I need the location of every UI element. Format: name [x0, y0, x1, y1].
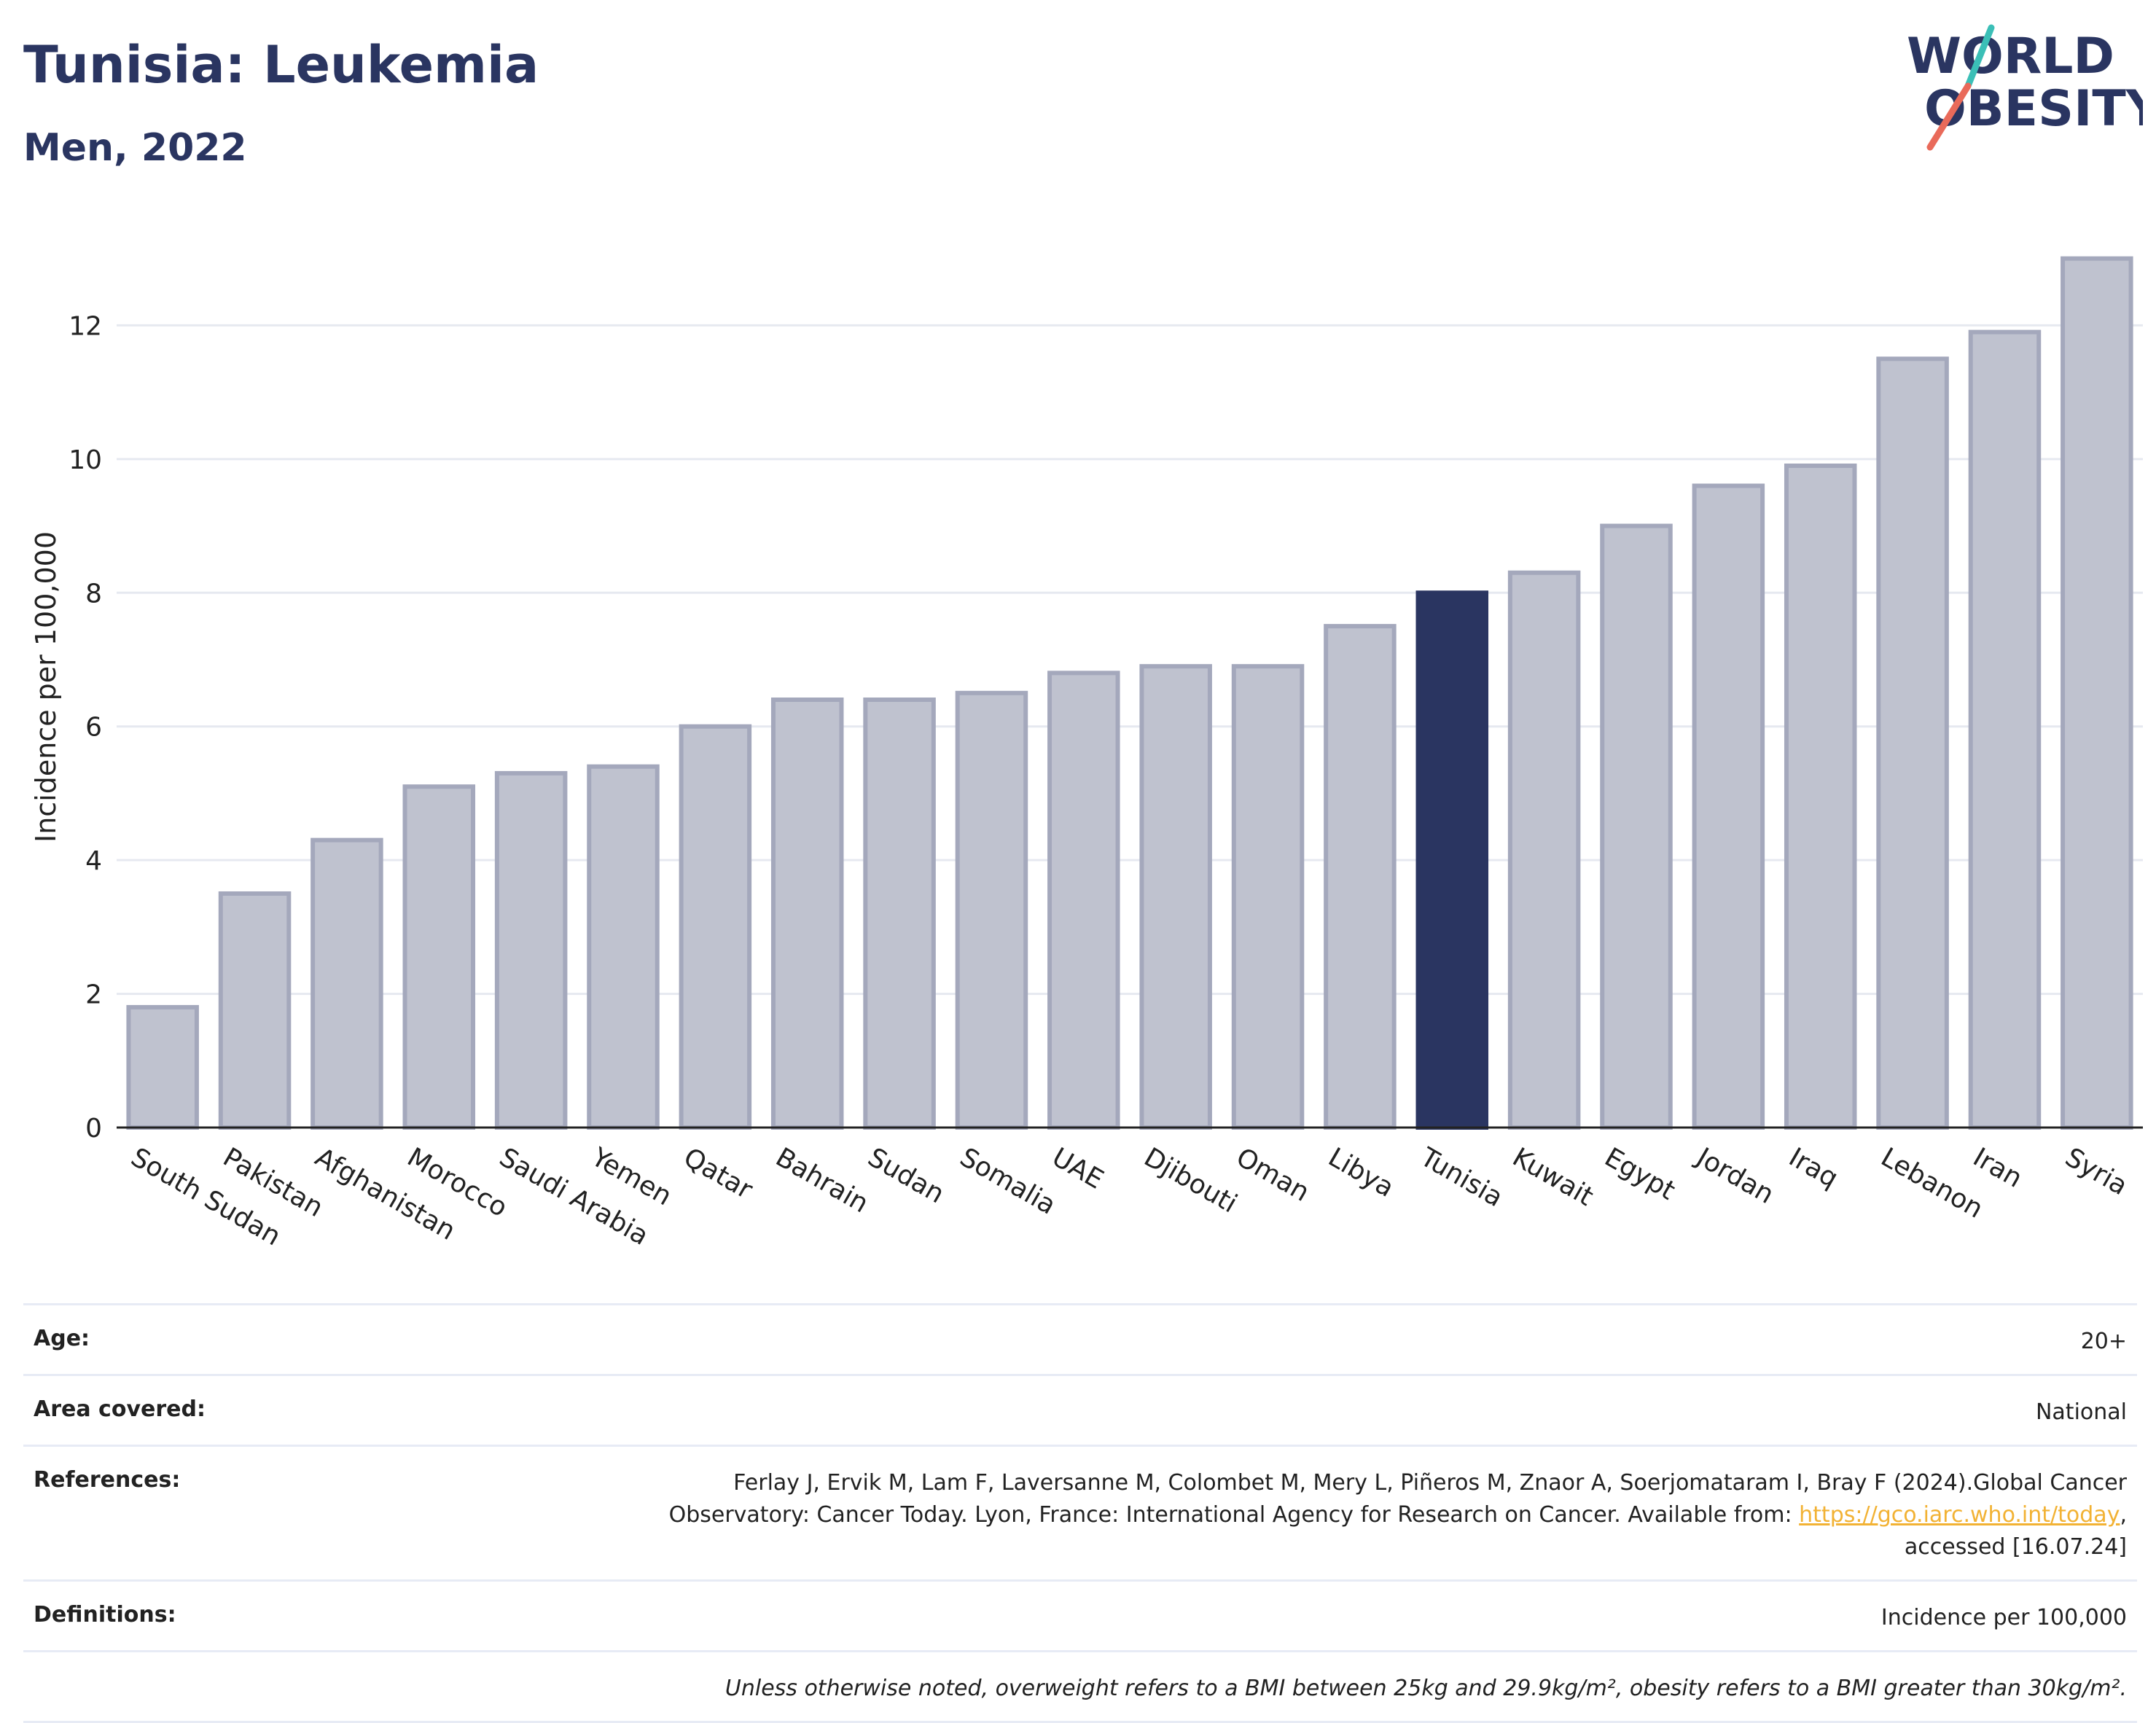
- info-row-age: Age: 20+: [23, 1303, 2137, 1374]
- page-subtitle: Men, 2022: [23, 126, 247, 170]
- bars: [126, 256, 2133, 1130]
- y-tick-label: 8: [85, 579, 102, 609]
- info-row-area: Area covered: National: [23, 1374, 2137, 1445]
- age-label: Age:: [34, 1326, 90, 1351]
- bar: [1600, 523, 1673, 1130]
- logo-slash-teal: [1964, 24, 1995, 90]
- logo-slash-coral: [1926, 82, 1972, 151]
- bar: [1507, 570, 1581, 1130]
- bar: [1876, 356, 1949, 1130]
- x-tick-label: UAE: [1047, 1142, 1108, 1195]
- area-label: Area covered:: [34, 1396, 206, 1422]
- x-tick-label: Iraq: [1784, 1142, 1843, 1194]
- logo-word-obesity: OBESITY: [1924, 80, 2143, 138]
- references-link[interactable]: https://gco.iarc.who.int/today: [1799, 1502, 2120, 1528]
- references-label: References:: [34, 1467, 181, 1493]
- bar: [1231, 664, 1305, 1130]
- bar: [863, 698, 936, 1130]
- bar: [402, 784, 476, 1130]
- info-row-definitions: Definitions: Incidence per 100,000: [23, 1579, 2137, 1650]
- x-tick-label: Bahrain: [770, 1142, 873, 1219]
- world-obesity-logo: WORLD OBESITY: [1907, 24, 2143, 151]
- info-row-references: References: Ferlay J, Ervik M, Lam F, La…: [23, 1445, 2137, 1579]
- bar: [1692, 483, 1765, 1130]
- bar: [955, 690, 1028, 1130]
- x-tick-label: Libya: [1323, 1142, 1399, 1203]
- definitions-label: Definitions:: [34, 1602, 176, 1628]
- bmi-note: Unless otherwise noted, overweight refer…: [724, 1676, 2127, 1701]
- x-tick-label: Oman: [1231, 1142, 1314, 1208]
- bar: [587, 764, 660, 1130]
- bar: [126, 1004, 199, 1130]
- age-value: 20+: [2080, 1329, 2127, 1354]
- y-tick-label: 2: [85, 980, 102, 1010]
- y-tick-label: 6: [85, 713, 102, 743]
- logo-word-world: WORLD: [1907, 28, 2114, 85]
- references-line-1: Ferlay J, Ervik M, Lam F, Laversanne M, …: [733, 1470, 2127, 1496]
- bar: [770, 698, 844, 1130]
- info-table: Age: 20+ Area covered: National Referenc…: [23, 1303, 2137, 1723]
- bar: [2061, 256, 2133, 1130]
- bar: [310, 837, 383, 1130]
- x-tick-label: Jordan: [1690, 1141, 1778, 1210]
- bar: [1968, 329, 2042, 1130]
- x-tick-label: Iran: [1968, 1142, 2027, 1194]
- info-row-note: Unless otherwise noted, overweight refer…: [23, 1650, 2137, 1723]
- definitions-value: Incidence per 100,000: [1880, 1605, 2127, 1630]
- x-tick-label: Tunisia: [1415, 1142, 1508, 1213]
- bar: [1047, 671, 1120, 1130]
- y-tick-label: 0: [85, 1114, 102, 1144]
- bar: [494, 770, 568, 1130]
- x-tick-label: Djibouti: [1139, 1142, 1242, 1219]
- x-tick-label: Somalia: [955, 1142, 1061, 1221]
- bar: [1139, 664, 1212, 1130]
- page-title: Tunisia: Leukemia: [23, 35, 539, 95]
- x-tick-label: Qatar: [679, 1142, 757, 1205]
- bar-highlight: [1415, 590, 1489, 1130]
- references-line-2-post: ,: [2120, 1502, 2127, 1528]
- y-tick-label: 10: [69, 445, 102, 475]
- x-tick-label: Sudan: [863, 1142, 950, 1209]
- bar: [218, 891, 292, 1130]
- y-tick-label: 4: [85, 846, 102, 876]
- x-tick-label: Lebanon: [1876, 1142, 1988, 1224]
- references-line-3: accessed [16.07.24]: [1904, 1534, 2127, 1560]
- bar: [1784, 464, 1857, 1130]
- bar: [1324, 624, 1397, 1130]
- references-line-2-pre: Observatory: Cancer Today. Lyon, France:…: [668, 1502, 1800, 1528]
- y-tick-label: 12: [69, 311, 102, 341]
- x-tick-label: Syria: [2060, 1142, 2132, 1201]
- references-value: Ferlay J, Ervik M, Lam F, Laversanne M, …: [669, 1467, 2127, 1563]
- x-tick-label: Egypt: [1600, 1142, 1680, 1206]
- bar: [679, 724, 752, 1130]
- area-value: National: [2035, 1399, 2127, 1425]
- x-tick-label: Kuwait: [1507, 1142, 1598, 1212]
- y-axis-title: Incidence per 100,000: [30, 531, 62, 843]
